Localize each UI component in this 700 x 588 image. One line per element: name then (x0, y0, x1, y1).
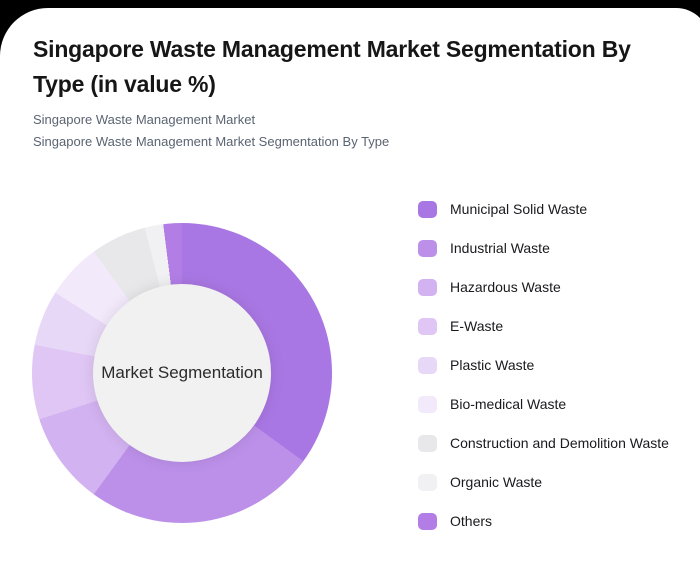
legend-item[interactable]: Others (418, 510, 672, 533)
legend-swatch (418, 396, 437, 413)
legend-label: Hazardous Waste (450, 279, 561, 295)
subtitle-block: Singapore Waste Management Market Singap… (33, 109, 389, 153)
donut-center: Market Segmentation (93, 284, 271, 462)
legend-swatch (418, 474, 437, 491)
legend-label: E-Waste (450, 318, 504, 334)
legend-item[interactable]: Organic Waste (418, 471, 672, 494)
legend-swatch (418, 357, 437, 374)
subtitle-segmentation: Singapore Waste Management Market Segmen… (33, 134, 390, 149)
legend-item[interactable]: Industrial Waste (418, 237, 672, 260)
legend-swatch (418, 279, 437, 296)
legend-label: Organic Waste (450, 474, 543, 490)
page-title: Singapore Waste Management Market Segmen… (33, 36, 631, 97)
legend-item[interactable]: Plastic Waste (418, 354, 672, 377)
legend-label: Others (450, 513, 493, 529)
legend-swatch (418, 435, 437, 452)
chart-legend: Municipal Solid Waste Industrial Waste H… (418, 198, 672, 549)
legend-swatch (418, 513, 437, 530)
subtitle-market: Singapore Waste Management Market (33, 112, 256, 127)
legend-label: Municipal Solid Waste (450, 201, 588, 217)
donut-center-label: Market Segmentation (101, 363, 263, 382)
legend-swatch (418, 201, 437, 218)
legend-swatch (418, 240, 437, 257)
legend-label: Construction and Demolition Waste (450, 435, 669, 451)
legend-item[interactable]: Hazardous Waste (418, 276, 672, 299)
legend-item[interactable]: Bio-medical Waste (418, 393, 672, 416)
legend-label: Industrial Waste (450, 240, 550, 256)
legend-swatch (418, 318, 437, 335)
donut-chart: Market Segmentation (32, 223, 332, 523)
legend-label: Bio-medical Waste (450, 396, 567, 412)
legend-label: Plastic Waste (450, 357, 535, 373)
chart-card: Singapore Waste Management Market Segmen… (0, 8, 700, 588)
legend-item[interactable]: Construction and Demolition Waste (418, 432, 672, 455)
legend-item[interactable]: Municipal Solid Waste (418, 198, 672, 221)
legend-item[interactable]: E-Waste (418, 315, 672, 338)
